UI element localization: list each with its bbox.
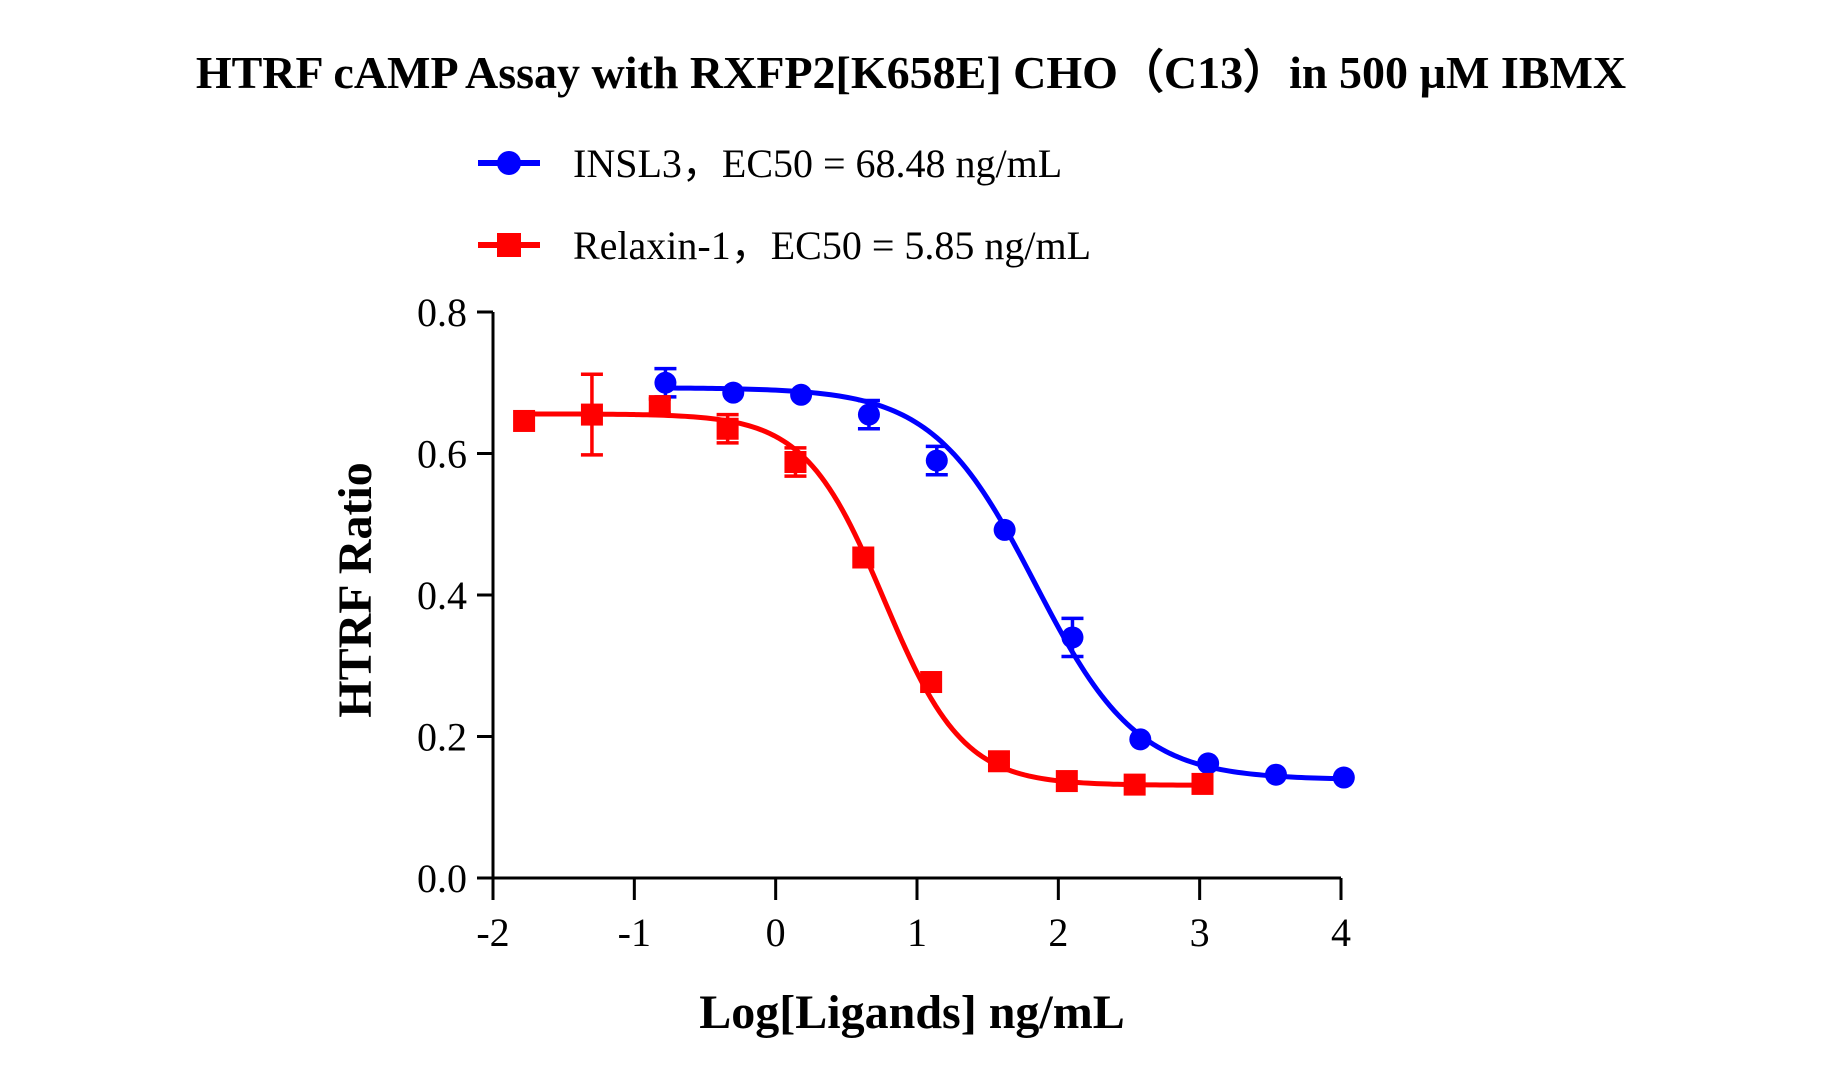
y-axis-title: HTRF Ratio [329,462,382,718]
x-tick-label: -1 [618,910,651,955]
insl3-point [993,518,1016,541]
plot-area: 0.0 0.2 0.4 0.6 0.8 -2 -1 0 1 2 3 4 [417,290,1355,955]
y-tick-label: 0.8 [417,290,467,335]
axes: 0.0 0.2 0.4 0.6 0.8 -2 -1 0 1 2 3 4 [417,290,1351,955]
insl3-point [1332,766,1355,789]
x-tick-label: -2 [476,910,509,955]
relaxin-1-legend-label: Relaxin-1，EC50 = 5.85 ng/mL [573,223,1091,268]
x-axis-title: Log[Ligands] ng/mL [699,986,1124,1039]
insl3-point [722,381,745,404]
relaxin-1-point [784,450,807,473]
insl3-point [1264,763,1287,786]
insl3-point [654,371,677,394]
insl3-point [857,403,880,426]
insl3-point [1129,728,1152,751]
x-tick-label: 2 [1048,910,1068,955]
relaxin-1-point [1055,770,1078,793]
relaxin-1-point [852,546,875,569]
relaxin-1-point [716,417,739,440]
relaxin-1-point [987,750,1010,773]
y-tick-label: 0.0 [417,856,467,901]
relaxin-1-point [1123,773,1146,796]
insl3-legend-label: INSL3，EC50 = 68.48 ng/mL [573,141,1062,186]
x-tick-label: 4 [1331,910,1351,955]
x-tick-label: 1 [907,910,927,955]
insl3-point [1197,752,1220,775]
insl3-point [1061,626,1084,649]
relaxin-1-point [648,395,671,418]
relaxin-1-point [920,671,943,694]
x-tick-label: 3 [1190,910,1210,955]
y-tick-label: 0.4 [417,573,467,618]
relaxin-1-fit-curve [524,411,1203,788]
relaxin-1-point [513,409,536,432]
y-tick-label: 0.2 [417,715,467,760]
chart-title: HTRF cAMP Assay with RXFP2[K658E] CHO（C1… [196,47,1626,98]
y-tick-label: 0.6 [417,432,467,477]
data-points [513,371,1355,796]
relaxin-1-legend-marker [497,233,521,257]
relaxin-1-point [1191,772,1214,795]
insl3-point [790,383,813,406]
insl3-point [925,449,948,472]
insl3-fit-curve [665,385,1344,782]
relaxin-1-point [580,403,603,426]
legend: INSL3，EC50 = 68.48 ng/mL Relaxin-1，EC50 =… [478,141,1091,268]
insl3-legend-marker [497,151,521,175]
x-tick-label: 0 [766,910,786,955]
